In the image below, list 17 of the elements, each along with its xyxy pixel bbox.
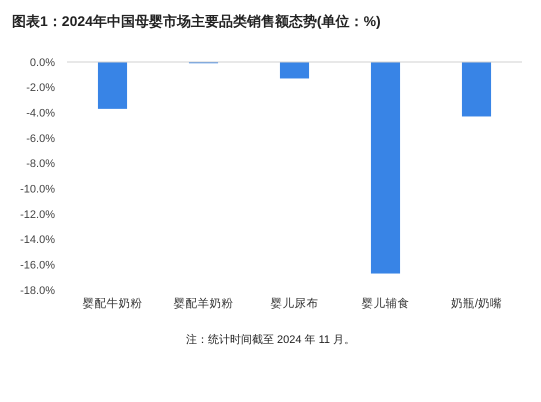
y-tick-label: -8.0% [26, 158, 56, 170]
y-tick-label: -16.0% [20, 260, 56, 272]
x-tick-label: 婴配羊奶粉 [174, 297, 234, 310]
chart-title: 图表1：2024年中国母婴市场主要品类销售额态势(单位：%) [12, 13, 381, 29]
x-tick-label: 婴儿辅食 [362, 297, 410, 310]
x-tick-label: 婴儿尿布 [270, 297, 318, 310]
y-tick-label: -4.0% [26, 108, 56, 120]
y-tick-label: -12.0% [20, 208, 56, 221]
text: 注：统计时间截至 2024 年 11 月。 [186, 333, 356, 346]
y-tick-label: 0.0% [30, 56, 56, 69]
y-tick-label: -18.0% [20, 284, 56, 297]
x-tick-label: 奶瓶/奶嘴 [450, 297, 502, 310]
x-tick-label: 婴配牛奶粉 [82, 297, 142, 310]
y-tick-label: -14.0% [20, 234, 56, 246]
y-tick-label: -2.0% [26, 82, 56, 94]
y-tick-label: -10.0% [20, 184, 56, 196]
y-tick-label: -6.0% [26, 132, 56, 145]
